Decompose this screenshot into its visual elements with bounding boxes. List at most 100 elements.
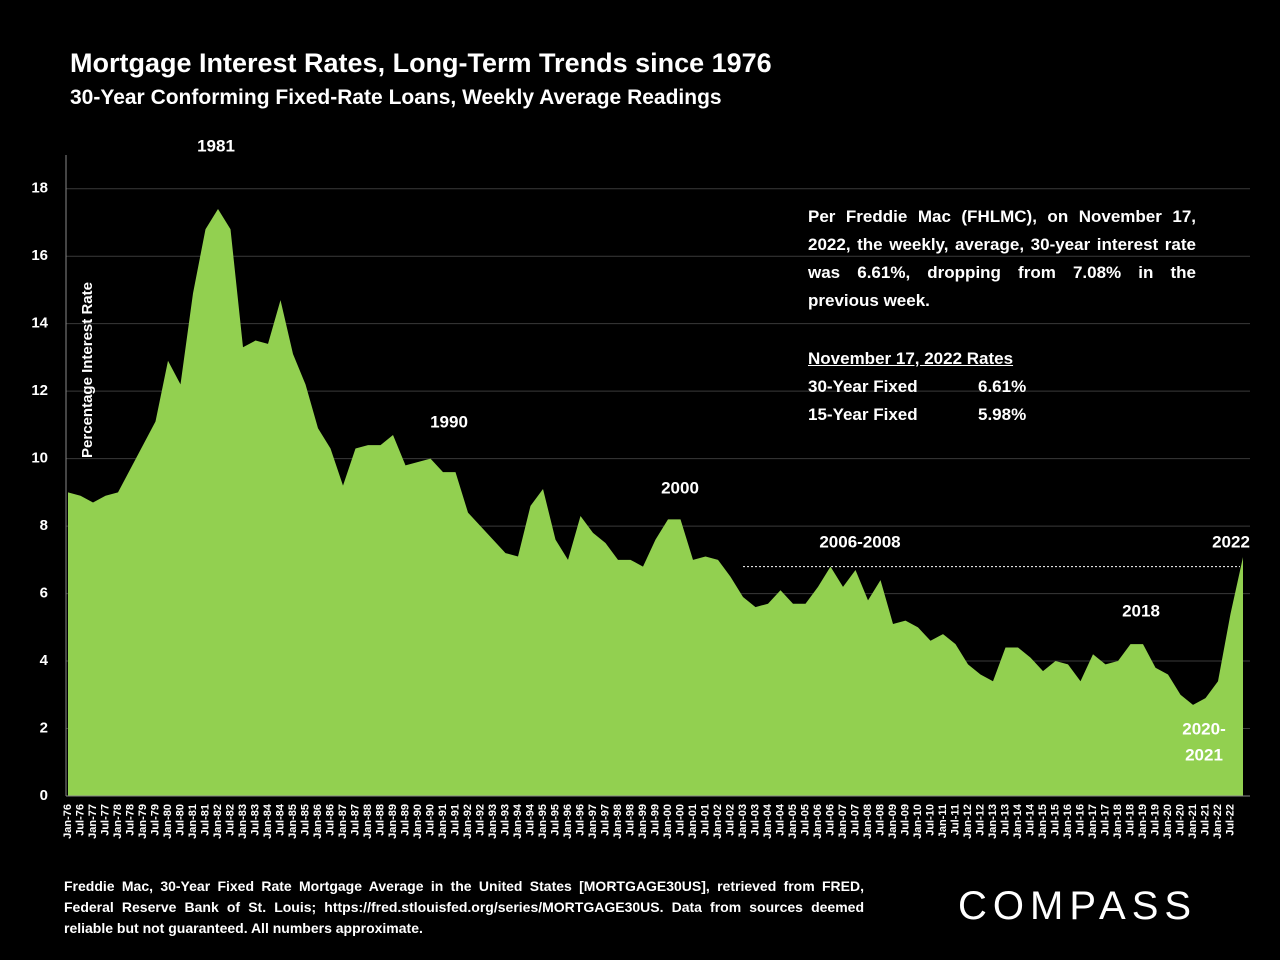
x-tick-label: Jul-08	[874, 804, 886, 836]
chart-subtitle: 30-Year Conforming Fixed-Rate Loans, Wee…	[70, 86, 722, 109]
x-tick-label: Jul-11	[949, 804, 961, 835]
rate-name: 15-Year Fixed	[808, 405, 918, 424]
rate-row: 30-Year Fixed 6.61%	[808, 373, 1148, 401]
x-tick-label: Jul-79	[149, 804, 161, 836]
y-tick-label: 10	[31, 450, 48, 467]
x-tick-label: Jul-07	[849, 804, 861, 836]
x-tick-label: Jul-95	[549, 804, 561, 836]
x-tick-label: Jan-97	[587, 804, 599, 839]
x-tick-label: Jul-98	[624, 804, 636, 836]
x-tick-label: Jan-86	[312, 804, 324, 839]
x-tick-label: Jul-16	[1074, 804, 1086, 836]
x-tick-label: Jan-78	[112, 804, 124, 839]
x-tick-label: Jul-01	[699, 804, 711, 836]
x-tick-label: Jan-91	[437, 804, 449, 839]
x-tick-label: Jul-86	[324, 804, 336, 836]
x-tick-label: Jan-82	[212, 804, 224, 839]
x-tick-label: Jan-80	[162, 804, 174, 839]
x-tick-label: Jul-77	[99, 804, 111, 836]
x-tick-label: Jan-84	[262, 803, 274, 839]
x-tick-label: Jul-22	[1224, 804, 1236, 836]
x-tick-label: Jan-87	[337, 804, 349, 839]
rate-value: 5.98%	[978, 405, 1027, 424]
x-tick-label: Jul-76	[74, 804, 86, 836]
y-tick-label: 2	[40, 719, 48, 736]
x-tick-label: Jul-83	[249, 804, 261, 836]
rates-heading: November 17, 2022 Rates	[808, 349, 1014, 368]
x-tick-label: Jan-13	[987, 804, 999, 839]
y-tick-label: 14	[31, 315, 48, 332]
area	[68, 208, 1243, 796]
x-tick-label: Jul-05	[799, 804, 811, 836]
x-tick-label: Jan-02	[712, 804, 724, 839]
y-tick-label: 8	[40, 517, 48, 534]
x-tick-label: Jul-03	[749, 804, 761, 836]
x-tick-label: Jul-82	[224, 804, 236, 836]
annotation: 2022	[1212, 532, 1250, 551]
x-tick-label: Jul-21	[1199, 804, 1211, 836]
x-tick-label: Jan-15	[1037, 804, 1049, 839]
x-tick-label: Jul-18	[1124, 804, 1136, 836]
source-note: Freddie Mac, 30-Year Fixed Rate Mortgage…	[64, 878, 864, 936]
logo: COMPASS	[958, 884, 1198, 928]
x-tick-label: Jul-15	[1049, 804, 1061, 836]
x-tick-label: Jul-06	[824, 804, 836, 836]
note: Per Freddie Mac (FHLMC), on November 17,…	[808, 207, 1196, 310]
annotation: 2021	[1185, 745, 1223, 764]
x-tick-label: Jan-83	[237, 804, 249, 839]
x-tick-label: Jul-84	[274, 803, 286, 836]
x-tick-label: Jul-87	[349, 804, 361, 836]
x-tick-label: Jul-97	[599, 804, 611, 836]
x-tick-label: Jan-20	[1162, 804, 1174, 839]
x-tick-label: Jan-09	[887, 804, 899, 839]
x-tick-label: Jul-89	[399, 804, 411, 836]
x-tick-label: Jan-19	[1137, 804, 1149, 839]
x-tick-label: Jul-14	[1024, 803, 1036, 836]
x-tick-label: Jul-19	[1149, 804, 1161, 836]
x-tick-label: Jan-92	[462, 804, 474, 839]
x-tick-label: Jan-14	[1012, 803, 1024, 839]
chart-title: Mortgage Interest Rates, Long-Term Trend…	[70, 48, 772, 78]
x-tick-label: Jul-10	[924, 804, 936, 836]
x-tick-label: Jul-90	[424, 804, 436, 836]
y-tick-label: 18	[31, 180, 48, 197]
x-tick-label: Jan-10	[912, 804, 924, 839]
rates-box: November 17, 2022 Rates 30-Year Fixed 6.6…	[808, 345, 1148, 429]
x-tick-label: Jul-12	[974, 804, 986, 836]
x-tick-label: Jul-99	[649, 804, 661, 836]
x-tick-label: Jan-22	[1212, 804, 1224, 839]
x-tick-label: Jul-92	[474, 804, 486, 836]
y-tick-label: 0	[40, 787, 48, 804]
x-tick-label: Jan-93	[487, 804, 499, 839]
rate-name: 30-Year Fixed	[808, 377, 918, 396]
x-tick-label: Jan-05	[787, 804, 799, 839]
annotation: 1981	[197, 136, 235, 155]
x-tick-label: Jan-07	[837, 804, 849, 839]
y-tick-label: 12	[31, 382, 48, 399]
x-tick-label: Jul-17	[1099, 804, 1111, 836]
x-tick-label: Jan-77	[87, 804, 99, 839]
x-tick-label: Jan-21	[1187, 804, 1199, 839]
x-tick-label: Jul-81	[199, 804, 211, 836]
x-tick-label: Jan-04	[762, 803, 774, 839]
annotation: 2000	[661, 478, 699, 497]
y-tick-label: 16	[31, 247, 48, 264]
x-tick-label: Jan-85	[287, 804, 299, 839]
y-axis-title: Percentage Interest Rate	[79, 282, 96, 458]
x-tick-label: Jan-89	[387, 804, 399, 839]
x-tick-label: Jan-08	[862, 804, 874, 839]
x-tick-label: Jul-88	[374, 804, 386, 836]
x-tick-label: Jan-17	[1087, 804, 1099, 839]
x-tick-label: Jul-00	[674, 804, 686, 836]
x-tick-label: Jul-93	[499, 804, 511, 836]
x-tick-label: Jan-11	[937, 804, 949, 838]
x-tick-label: Jan-01	[687, 804, 699, 839]
x-tick-label: Jul-80	[174, 804, 186, 836]
x-tick-label: Jan-06	[812, 804, 824, 839]
x-tick-label: Jan-12	[962, 804, 974, 839]
x-tick-label: Jul-94	[524, 803, 536, 836]
x-tick-label: Jan-03	[737, 804, 749, 839]
x-tick-label: Jul-78	[124, 804, 136, 836]
